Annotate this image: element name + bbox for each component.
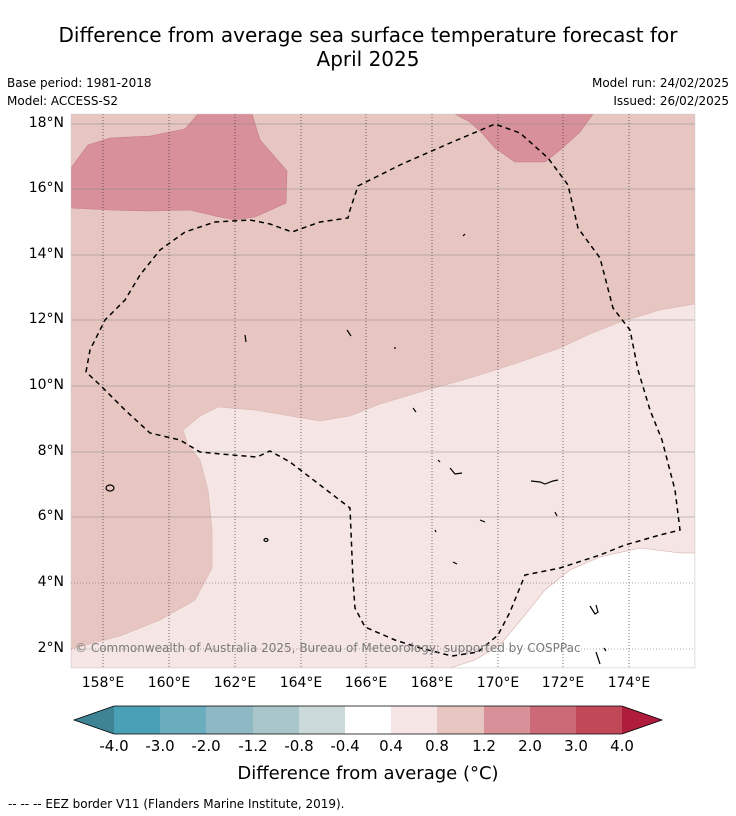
anomaly-band-neutral — [449, 547, 695, 668]
lat-label: 4°N — [37, 574, 64, 590]
lat-label: 8°N — [37, 443, 64, 459]
model-name: Model: ACCESS-S2 — [7, 94, 119, 108]
lon-label: 160°E — [147, 675, 191, 691]
lat-label: 12°N — [28, 311, 64, 327]
map-frame — [70, 113, 696, 669]
colorbar-bin — [576, 706, 622, 734]
colorbar-tick-label: 1.2 — [472, 737, 496, 755]
lat-label: 14°N — [28, 246, 64, 262]
colorbar-tick-label: -1.2 — [238, 737, 268, 755]
colorbar-tick-label: 0.4 — [379, 737, 403, 755]
colorbar-outline — [72, 705, 664, 735]
lat-label: 6°N — [37, 508, 64, 524]
model-run: Model run: 24/02/2025 — [591, 76, 729, 90]
lon-label: 170°E — [476, 675, 520, 691]
lon-label: 158°E — [81, 675, 125, 691]
colorbar-tick-label: -0.4 — [330, 737, 360, 755]
lon-label: 168°E — [410, 675, 454, 691]
colorbar-tick-label: 3.0 — [564, 737, 588, 755]
eez-border — [85, 123, 681, 657]
colorbar — [72, 705, 664, 735]
islands — [105, 233, 607, 665]
colorbar-bin — [253, 706, 299, 734]
colorbar-extend-low — [74, 706, 114, 734]
colorbar-bin — [160, 706, 206, 734]
lat-label: 16°N — [28, 180, 64, 196]
colorbar-tick-label: -4.0 — [99, 737, 129, 755]
colorbar-bin — [484, 706, 530, 734]
base-period: Base period: 1981-2018 — [7, 76, 152, 90]
lat-label: 2°N — [37, 640, 64, 656]
colorbar-extend-high — [622, 706, 662, 734]
colorbar-bin — [391, 706, 437, 734]
colorbar-tick-label: -3.0 — [145, 737, 175, 755]
colorbar-tick-label: 2.0 — [518, 737, 542, 755]
map-title-line2: April 2025 — [316, 47, 420, 71]
colorbar-tick-label: -0.8 — [284, 737, 314, 755]
lon-label: 174°E — [607, 675, 651, 691]
lon-label: 166°E — [344, 675, 388, 691]
map-title-line1: Difference from average sea surface temp… — [58, 23, 678, 47]
colorbar-bin — [206, 706, 253, 734]
lon-label: 162°E — [213, 675, 257, 691]
colorbar-bin — [345, 706, 391, 734]
map-area — [71, 114, 695, 668]
eez-legend-note: -- -- -- EEZ border V11 (Flanders Marine… — [8, 797, 345, 811]
colorbar-title: Difference from average (°C) — [237, 763, 499, 784]
anomaly-band-1.2-2.0-west — [71, 114, 288, 221]
lat-label: 18°N — [28, 115, 64, 131]
colorbar-bin — [530, 706, 576, 734]
graticule — [71, 114, 695, 668]
colorbar-bin — [437, 706, 484, 734]
lon-label: 164°E — [279, 675, 323, 691]
lat-label: 10°N — [28, 377, 64, 393]
copyright-notice: © Commonwealth of Australia 2025, Bureau… — [75, 641, 581, 655]
colorbar-tick-label: -2.0 — [191, 737, 221, 755]
issued-date: Issued: 26/02/2025 — [613, 94, 729, 108]
colorbar-tick-label: 4.0 — [610, 737, 634, 755]
colorbar-tick-label: 0.8 — [425, 737, 449, 755]
lon-label: 172°E — [541, 675, 585, 691]
colorbar-bin — [299, 706, 345, 734]
colorbar-bin — [114, 706, 160, 734]
